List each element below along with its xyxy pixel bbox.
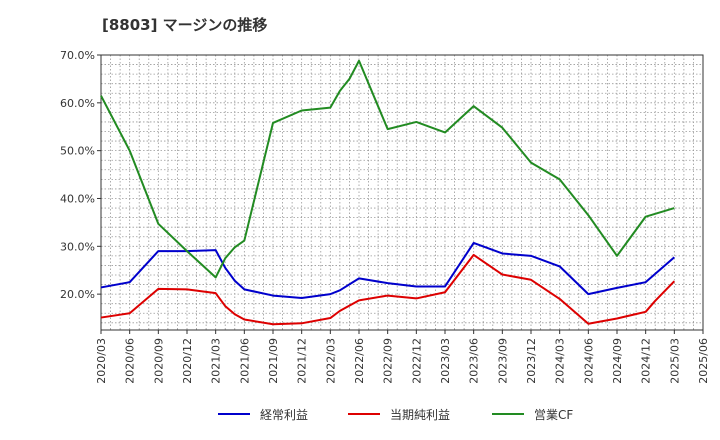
x-tick-label: 2024/03	[554, 338, 567, 384]
x-tick-label: 2021/09	[267, 338, 280, 384]
y-tick-label: 40.0%	[60, 192, 95, 205]
series-line-2	[100, 59, 675, 279]
y-tick-label: 30.0%	[60, 240, 95, 253]
x-tick-label: 2023/06	[468, 338, 481, 384]
x-tick-label: 2022/03	[324, 338, 337, 384]
x-tick-label: 2021/06	[238, 338, 251, 384]
x-tick-label: 2021/03	[210, 338, 223, 384]
x-tick-label: 2023/03	[439, 338, 452, 384]
x-tick-label: 2025/03	[668, 338, 681, 384]
series-line-0	[100, 241, 675, 299]
plot-border	[100, 54, 704, 331]
legend-label: 営業CF	[534, 408, 573, 422]
legend-label: 経常利益	[260, 408, 308, 422]
x-tick-label: 2023/09	[496, 338, 509, 384]
x-tick-label: 2020/03	[95, 338, 108, 384]
x-tick-label: 2025/06	[697, 338, 710, 384]
x-axis: 2020/03 2020/06 2020/09 2020/12 2021/03 2021/…	[95, 330, 710, 384]
legend-label: 当期純利益	[390, 408, 450, 422]
y-tick-label: 20.0%	[60, 288, 95, 301]
x-tick-label: 2021/12	[296, 338, 309, 384]
x-tick-label: 2023/12	[525, 338, 538, 384]
y-tick-label: 60.0%	[60, 97, 95, 110]
x-tick-label: 2024/12	[640, 338, 653, 384]
x-tick-label: 2020/09	[152, 338, 165, 384]
chart-title: [8803] マージンの推移	[102, 16, 268, 34]
x-tick-label: 2022/09	[382, 338, 395, 384]
series-layer	[100, 59, 676, 326]
y-tick-label: 70.0%	[60, 49, 95, 62]
series-line-1	[100, 253, 676, 326]
x-tick-label: 2020/06	[124, 338, 137, 384]
x-tick-label: 2024/09	[611, 338, 624, 384]
x-tick-label: 2022/06	[353, 338, 366, 384]
legend: 経常利益 当期純利益 営業CF	[218, 408, 573, 422]
x-tick-label: 2020/12	[181, 338, 194, 384]
y-axis: 20.0% 30.0% 40.0% 50.0% 60.0% 70.0%	[60, 49, 101, 301]
y-tick-label: 50.0%	[60, 145, 95, 158]
x-tick-label: 2024/06	[582, 338, 595, 384]
x-tick-label: 2022/12	[410, 338, 423, 384]
